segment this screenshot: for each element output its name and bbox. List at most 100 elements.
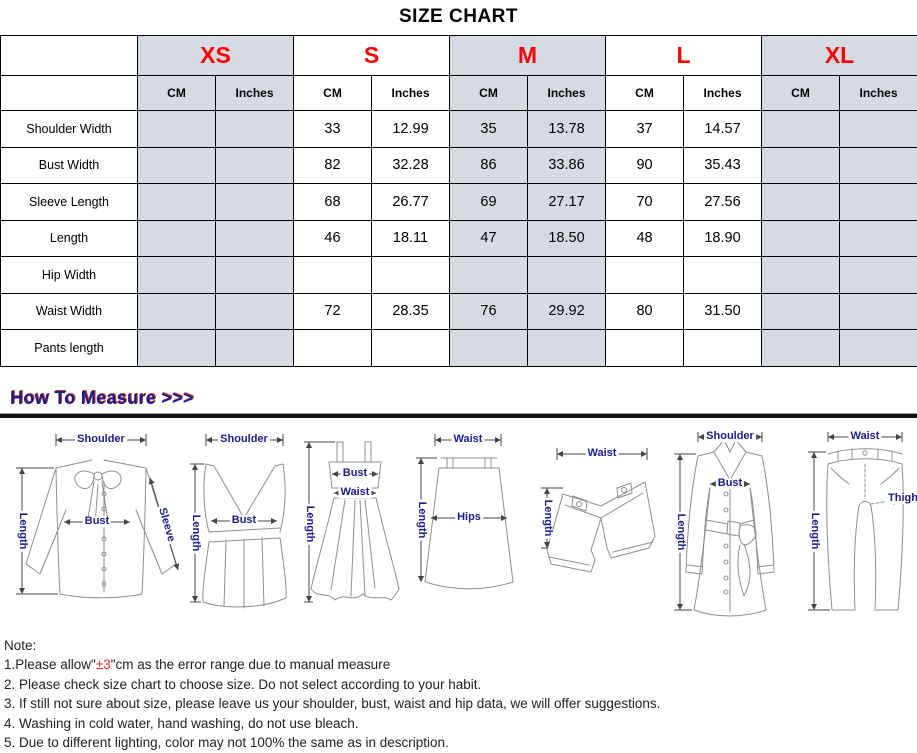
measure-label-bust: Bust — [341, 468, 369, 480]
value-cell — [372, 257, 450, 294]
value-cell — [216, 147, 294, 184]
value-cell: 27.56 — [684, 184, 762, 221]
value-cell — [294, 257, 372, 294]
value-cell: 90 — [606, 147, 684, 184]
size-header-xs: XS — [138, 36, 294, 76]
size-header-s: S — [294, 36, 450, 76]
value-cell: 12.99 — [372, 111, 450, 148]
table-row: Hip Width — [1, 257, 917, 294]
value-cell — [138, 220, 216, 257]
value-cell — [450, 257, 528, 294]
measure-label-length: Length — [808, 510, 820, 551]
value-cell: 69 — [450, 184, 528, 221]
value-cell — [762, 293, 840, 330]
value-cell: 14.57 — [684, 111, 762, 148]
value-cell — [684, 330, 762, 367]
value-cell — [138, 147, 216, 184]
measure-label-length: Length — [16, 510, 28, 551]
size-header-m: M — [450, 36, 606, 76]
value-cell: 86 — [450, 147, 528, 184]
measure-label-shoulder: Shoulder — [218, 434, 270, 446]
note-text: 1.Please allow" — [4, 657, 96, 672]
value-cell — [606, 330, 684, 367]
unit-header: Inches — [684, 76, 762, 111]
measure-label-hips: Hips — [455, 512, 483, 524]
value-cell — [216, 330, 294, 367]
value-cell — [840, 184, 917, 221]
corner-cell — [1, 36, 138, 76]
note-text: 2. Please check size chart to choose siz… — [4, 677, 481, 692]
value-cell — [216, 220, 294, 257]
value-cell: 18.50 — [528, 220, 606, 257]
note-text: 4. Washing in cold water, hand washing, … — [4, 716, 358, 731]
value-cell — [762, 220, 840, 257]
value-cell — [840, 147, 917, 184]
value-cell — [840, 220, 917, 257]
note-text: 3. If still not sure about size, please … — [4, 696, 660, 711]
value-cell — [138, 184, 216, 221]
value-cell: 82 — [294, 147, 372, 184]
section-divider — [0, 413, 917, 418]
measure-label-waist: Waist — [452, 434, 485, 446]
unit-header: CM — [138, 76, 216, 111]
table-row: Pants length — [1, 330, 917, 367]
row-label: Hip Width — [1, 257, 138, 294]
value-cell: 26.77 — [372, 184, 450, 221]
value-cell: 27.17 — [528, 184, 606, 221]
measure-label-length: Length — [541, 497, 553, 538]
note-line: 2. Please check size chart to choose siz… — [4, 675, 917, 695]
value-cell: 37 — [606, 111, 684, 148]
value-cell — [684, 257, 762, 294]
notes-section: Note: 1.Please allow"±3"cm as the error … — [4, 636, 917, 753]
value-cell — [138, 257, 216, 294]
unit-header: Inches — [528, 76, 606, 111]
measure-figures: Shoulder Length Bust Sleeve — [0, 426, 917, 626]
value-cell: 70 — [606, 184, 684, 221]
value-cell: 35 — [450, 111, 528, 148]
measure-label-thigh: Thigh — [886, 493, 917, 505]
value-cell: 33.86 — [528, 147, 606, 184]
value-cell — [762, 111, 840, 148]
value-cell — [528, 330, 606, 367]
unit-header: CM — [606, 76, 684, 111]
value-cell — [216, 184, 294, 221]
note-line: 4. Washing in cold water, hand washing, … — [4, 714, 917, 734]
corner-cell — [1, 76, 138, 111]
value-cell: 29.92 — [528, 293, 606, 330]
note-line: 5. Due to different lighting, color may … — [4, 733, 917, 753]
value-cell — [840, 111, 917, 148]
note-highlight: ±3 — [96, 657, 111, 672]
value-cell: 31.50 — [684, 293, 762, 330]
value-cell — [294, 330, 372, 367]
figure-shorts: Waist Length — [521, 426, 655, 626]
figure-pants: Waist Length Thigh — [798, 426, 917, 626]
unit-header: CM — [294, 76, 372, 111]
value-cell — [840, 257, 917, 294]
figure-skirt: Waist Length Hips — [413, 426, 519, 626]
value-cell — [528, 257, 606, 294]
value-cell — [138, 330, 216, 367]
note-line: 1.Please allow"±3"cm as the error range … — [4, 655, 917, 675]
value-cell — [372, 330, 450, 367]
value-cell: 33 — [294, 111, 372, 148]
how-to-measure-heading: How To Measure >>> — [10, 388, 917, 409]
row-label: Sleeve Length — [1, 184, 138, 221]
page-title: SIZE CHART — [0, 0, 917, 35]
value-cell — [138, 293, 216, 330]
value-cell — [216, 257, 294, 294]
value-cell — [216, 111, 294, 148]
value-cell — [450, 330, 528, 367]
value-cell — [840, 330, 917, 367]
value-cell: 48 — [606, 220, 684, 257]
value-cell — [762, 330, 840, 367]
measure-label-shoulder: Shoulder — [75, 434, 127, 446]
note-text: 5. Due to different lighting, color may … — [4, 735, 449, 750]
measure-label-length: Length — [303, 503, 315, 544]
value-cell: 18.11 — [372, 220, 450, 257]
figure-sleeveless-top: Shoulder Length Bust — [186, 426, 300, 626]
